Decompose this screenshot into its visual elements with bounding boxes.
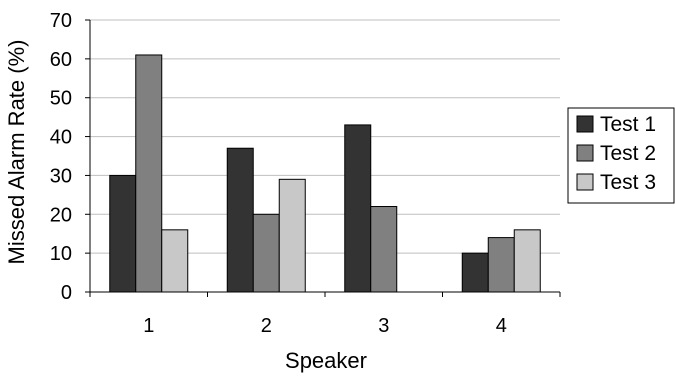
- y-tick-label: 50: [50, 88, 72, 110]
- x-tick-label: 4: [496, 315, 507, 337]
- legend-swatch: [576, 115, 594, 133]
- y-tick-label: 40: [50, 127, 72, 149]
- legend-label: Test 2: [600, 142, 656, 165]
- bar-test-1-speaker-4: [461, 252, 489, 293]
- x-ticks: 1 2 3 4: [89, 292, 561, 337]
- y-tick-label: 70: [50, 10, 72, 32]
- x-tick-label: 2: [261, 315, 272, 337]
- bar-test-2-speaker-4: [487, 237, 515, 293]
- y-tick-label: 10: [50, 243, 72, 265]
- legend-swatch: [576, 173, 594, 191]
- bar-test-1-speaker-2: [226, 147, 254, 293]
- y-tick-label: 30: [50, 165, 72, 187]
- y-tick-label: 0: [61, 282, 72, 304]
- y-axis-title: Missed Alarm Rate (%): [4, 40, 29, 265]
- gridlines: [90, 19, 560, 254]
- bar-test-3-speaker-1: [161, 229, 189, 293]
- bar-test-1-speaker-1: [109, 174, 137, 293]
- bar-test-3-speaker-4: [513, 229, 541, 293]
- y-tick-label: 20: [50, 204, 72, 226]
- x-axis-title: Speaker: [285, 348, 367, 373]
- bar-test-2-speaker-2: [252, 213, 280, 293]
- bar-test-2-speaker-1: [135, 54, 163, 293]
- bars: [109, 54, 541, 293]
- legend-label: Test 1: [600, 113, 656, 136]
- legend: Test 1 Test 2 Test 3: [567, 107, 675, 204]
- y-tick-label: 60: [50, 49, 72, 71]
- x-tick-label: 1: [143, 315, 154, 337]
- legend-label: Test 3: [600, 171, 656, 194]
- x-tick-label: 3: [378, 315, 389, 337]
- bar-test-2-speaker-3: [370, 206, 398, 293]
- bar-test-3-speaker-2: [278, 178, 306, 293]
- y-ticks: 0 10 20 30 40 50 60 70: [50, 10, 90, 304]
- bar-test-1-speaker-3: [344, 124, 372, 293]
- legend-swatch: [576, 144, 594, 162]
